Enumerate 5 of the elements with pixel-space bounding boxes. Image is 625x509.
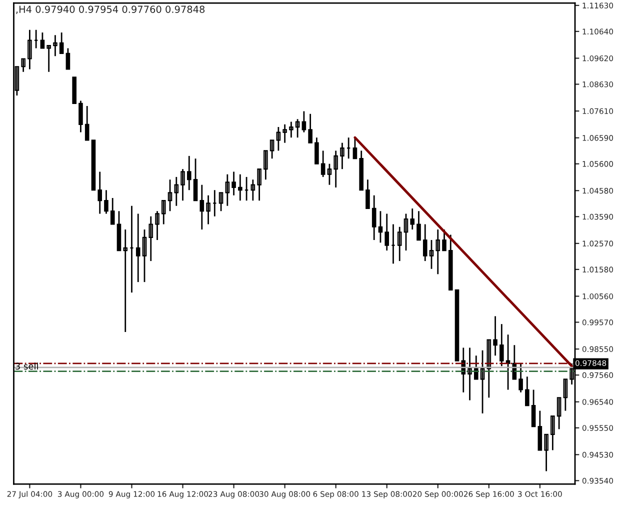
chart-title: ,H4 0.97940 0.97954 0.97760 0.97848 <box>16 6 205 14</box>
candlestick <box>91 140 96 191</box>
candlestick <box>454 289 460 362</box>
ref-line-label: 3 sell <box>16 362 38 370</box>
candlestick <box>72 76 76 104</box>
